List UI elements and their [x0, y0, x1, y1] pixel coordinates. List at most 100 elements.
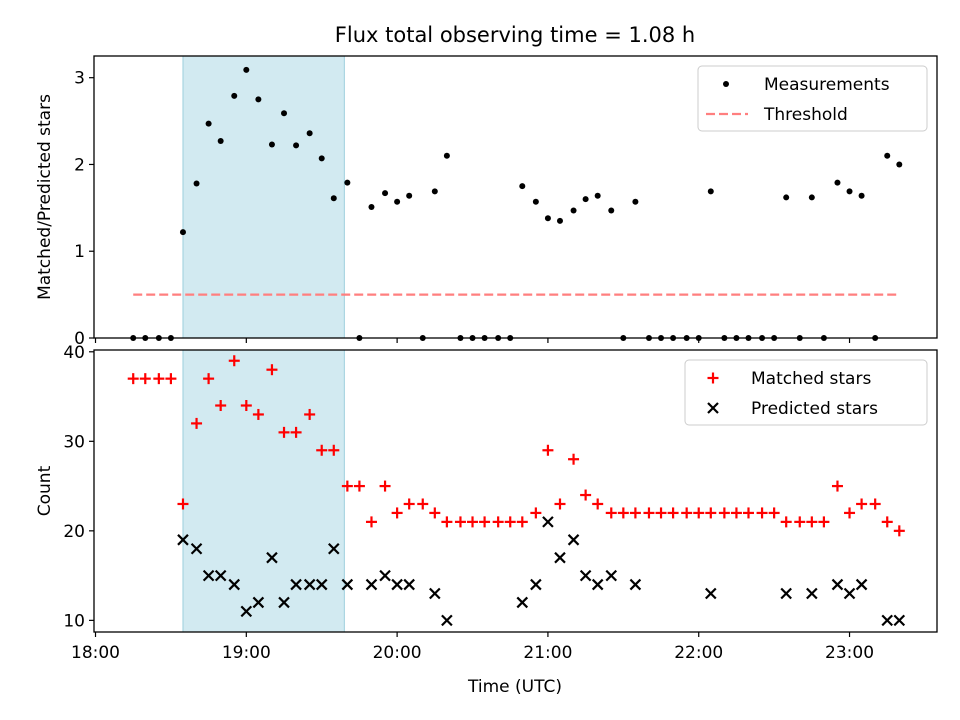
predicted-star-point: [252, 596, 265, 609]
matched-star-point: [655, 507, 667, 519]
measurement-point: [896, 161, 903, 168]
top-panel-frame: [93, 55, 938, 339]
matched-star-point: [290, 426, 302, 438]
measurement-point: [394, 198, 401, 205]
matched-star-point: [605, 507, 617, 519]
matched-star-point: [893, 525, 905, 537]
top-panel-series: [130, 66, 903, 341]
predicted-star-point: [530, 578, 542, 591]
bottom-panel-series: [127, 355, 906, 627]
matched-star-point: [681, 507, 693, 519]
predicted-star-point: [228, 578, 241, 591]
y-tick-label: 10: [63, 611, 85, 631]
matched-star-point: [580, 489, 592, 501]
predicted-star-point: [365, 578, 378, 591]
matched-star-point: [417, 498, 429, 510]
measurement-point: [255, 96, 262, 103]
x-tick-label: 23:00: [825, 643, 874, 663]
predicted-star-point: [266, 551, 278, 564]
measurement-point: [193, 180, 200, 187]
measurement-point: [556, 217, 563, 224]
matched-star-point: [568, 453, 580, 465]
measurement-point: [544, 215, 551, 222]
measurement-point: [368, 203, 375, 210]
matched-star-point: [341, 480, 353, 492]
matched-star-point: [592, 498, 604, 510]
predicted-star-point: [290, 578, 302, 591]
predicted-star-point: [855, 578, 868, 591]
predicted-star-point: [190, 542, 203, 555]
measurement-point: [217, 138, 224, 145]
matched-star-point: [806, 516, 818, 528]
x-tick-label: 18:00: [71, 643, 120, 663]
matched-star-point: [153, 373, 165, 385]
top-panel-ylabel: Matched/Predicted stars: [35, 94, 55, 300]
measurement-point: [382, 190, 389, 197]
measurement-point: [594, 192, 601, 199]
y-tick-label: 1: [74, 242, 85, 262]
measurement-point: [608, 207, 615, 214]
matched-star-point: [856, 498, 868, 510]
top-panel: 0 1 2 3 Matched/Predicted stars Measurement…: [35, 55, 938, 349]
predicted-star-point: [177, 534, 189, 546]
matched-star-point: [177, 498, 189, 510]
matched-star-point: [391, 507, 403, 519]
measurement-point: [582, 196, 589, 203]
x-axis-label: Time (UTC): [467, 677, 562, 697]
predicted-star-point: [403, 578, 415, 591]
matched-star-point: [328, 444, 340, 456]
predicted-star-point: [391, 578, 403, 591]
predicted-star-point: [579, 569, 592, 582]
matched-star-point: [127, 373, 139, 385]
legend-marker: [707, 372, 719, 384]
matched-star-point: [365, 516, 377, 528]
legend-marker: [723, 81, 729, 87]
x-tick-label: 19:00: [222, 643, 271, 663]
matched-star-point: [780, 516, 792, 528]
matched-star-point: [278, 426, 290, 438]
measurement-point: [570, 207, 577, 214]
predicted-star-point: [567, 534, 580, 546]
predicted-star-point: [605, 569, 618, 582]
matched-star-point: [667, 507, 679, 519]
measurement-point: [846, 188, 853, 195]
matched-star-point: [304, 408, 316, 420]
predicted-star-point: [629, 578, 642, 591]
predicted-star-point: [843, 587, 856, 600]
observing-interval-shade-top: [182, 55, 345, 339]
legend-box: [684, 359, 928, 426]
matched-star-point: [454, 516, 466, 528]
measurement-point: [306, 130, 313, 137]
matched-star-point: [316, 444, 328, 456]
matched-star-point: [516, 516, 528, 528]
matched-star-point: [479, 516, 491, 528]
matched-star-point: [718, 507, 730, 519]
matched-star-point: [554, 498, 566, 510]
matched-star-point: [730, 507, 742, 519]
predicted-star-point: [705, 587, 717, 600]
bottom-panel-ylabel: Count: [35, 465, 55, 516]
measurement-point: [344, 179, 351, 186]
y-tick-label: 30: [63, 432, 85, 452]
predicted-star-point: [379, 569, 391, 582]
measurement-point: [443, 152, 450, 159]
matched-star-point: [203, 373, 215, 385]
predicted-star-point: [328, 542, 340, 555]
matched-star-point: [869, 498, 881, 510]
legend-label: Matched stars: [751, 369, 871, 389]
measurement-point: [293, 142, 300, 149]
measurement-point: [707, 188, 714, 195]
matched-star-point: [693, 507, 705, 519]
matched-star-point: [191, 417, 203, 429]
measurement-point: [268, 141, 275, 148]
chart-title: Flux total observing time = 1.08 h: [335, 23, 695, 47]
matched-star-point: [467, 516, 479, 528]
matched-star-point: [530, 507, 542, 519]
predicted-star-point: [202, 569, 215, 582]
measurement-point: [431, 188, 438, 195]
measurement-point: [884, 152, 891, 159]
matched-star-point: [379, 480, 391, 492]
matched-star-point: [429, 507, 441, 519]
measurement-point: [281, 110, 288, 117]
